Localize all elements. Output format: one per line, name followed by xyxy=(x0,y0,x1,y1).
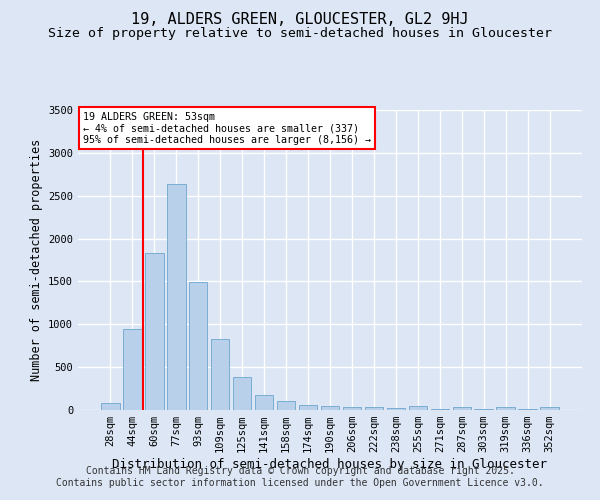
Bar xyxy=(431,409,449,410)
Bar xyxy=(277,400,295,410)
Bar xyxy=(145,253,164,410)
Bar xyxy=(409,406,427,410)
Bar xyxy=(320,406,340,410)
Text: Contains HM Land Registry data © Crown copyright and database right 2025.
Contai: Contains HM Land Registry data © Crown c… xyxy=(56,466,544,487)
Bar xyxy=(475,409,493,410)
Bar xyxy=(123,328,142,410)
Bar xyxy=(452,406,471,410)
Bar xyxy=(518,409,537,410)
Bar xyxy=(255,396,274,410)
Bar xyxy=(365,408,383,410)
Bar xyxy=(496,408,515,410)
Bar xyxy=(101,403,119,410)
Bar xyxy=(541,408,559,410)
Bar xyxy=(386,408,405,410)
Bar xyxy=(167,184,185,410)
Bar xyxy=(189,282,208,410)
Text: 19, ALDERS GREEN, GLOUCESTER, GL2 9HJ: 19, ALDERS GREEN, GLOUCESTER, GL2 9HJ xyxy=(131,12,469,28)
Text: 19 ALDERS GREEN: 53sqm
← 4% of semi-detached houses are smaller (337)
95% of sem: 19 ALDERS GREEN: 53sqm ← 4% of semi-deta… xyxy=(83,112,371,144)
Bar xyxy=(233,378,251,410)
Bar xyxy=(211,339,229,410)
Bar xyxy=(343,406,361,410)
Text: Size of property relative to semi-detached houses in Gloucester: Size of property relative to semi-detach… xyxy=(48,28,552,40)
X-axis label: Distribution of semi-detached houses by size in Gloucester: Distribution of semi-detached houses by … xyxy=(113,458,548,471)
Bar xyxy=(299,405,317,410)
Y-axis label: Number of semi-detached properties: Number of semi-detached properties xyxy=(29,139,43,381)
